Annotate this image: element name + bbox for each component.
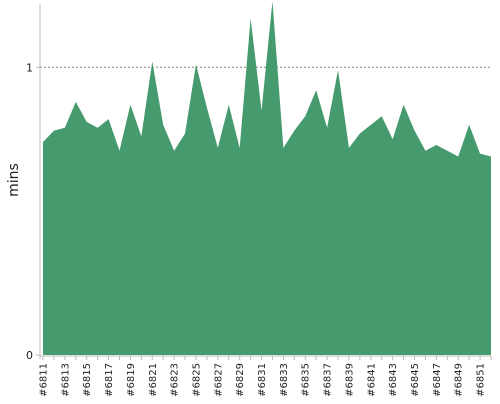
x-tick-label: #6823 [170, 363, 181, 397]
x-tick-label: #6835 [301, 363, 312, 397]
axis-layer: 0 1 #6811 #6813 #6815 #6817 #6819 #6821 #6823 #68… [26, 4, 492, 397]
area-layer [43, 1, 491, 356]
x-tick-label: #6811 [39, 363, 50, 397]
x-tick-label: #6839 [344, 363, 355, 397]
x-tick-label: #6849 [454, 363, 465, 397]
x-tick-label: #6819 [126, 363, 137, 397]
x-tick-label: #6815 [82, 363, 93, 397]
x-tick-label: #6837 [323, 363, 334, 397]
y-tick-label: 0 [26, 349, 33, 362]
x-tick-label: #6813 [60, 363, 71, 397]
x-tick-label: #6827 [213, 363, 224, 397]
x-tick-label: #6851 [476, 363, 487, 397]
x-tick-label: #6843 [388, 363, 399, 397]
x-tick-label: #6821 [148, 363, 159, 397]
series-area [43, 1, 491, 356]
y-axis-label: mins [6, 163, 22, 197]
x-tick-label: #6845 [410, 363, 421, 397]
x-tick-label: #6833 [279, 363, 290, 397]
x-tick-label: #6829 [235, 363, 246, 397]
x-tick-label: #6847 [432, 363, 443, 397]
y-tick-label: 1 [26, 61, 33, 74]
x-tick-label: #6825 [191, 363, 202, 397]
x-tick-label: #6831 [257, 363, 268, 397]
x-tick-label: #6841 [366, 363, 377, 397]
x-tick-label: #6817 [104, 363, 115, 397]
